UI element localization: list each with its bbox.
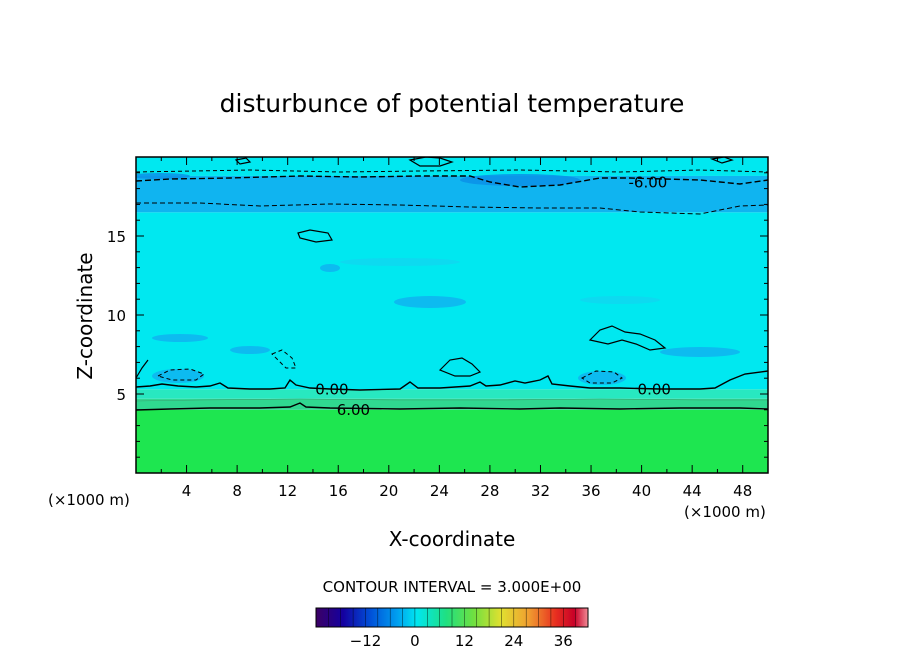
colorbar: −12 0 12 24 36 (315, 607, 589, 650)
contour-zero-cluster-b (438, 357, 482, 377)
contour-six-line (136, 402, 768, 411)
x-tick-label: 48 (733, 482, 752, 500)
x-tick-label: 32 (531, 482, 550, 500)
contour-zero-upper (297, 229, 333, 243)
y-tick-label: 15 (107, 228, 126, 246)
y-tick-label: 10 (107, 307, 126, 325)
field-patches (136, 173, 740, 385)
x-tick-label: 36 (581, 482, 600, 500)
x-axis-title: X-coordinate (389, 527, 516, 551)
contour-label: 0.00 (315, 380, 348, 398)
contour-top-blob-a (408, 157, 454, 167)
contour-neg-top-dashed (136, 202, 768, 215)
colorbar-tick-label: 24 (504, 632, 523, 650)
y-axis-title: Z-coordinate (73, 252, 97, 379)
x-unit-label: (×1000 m) (684, 503, 766, 521)
x-tick-label: 16 (329, 482, 348, 500)
field-band-1 (136, 398, 768, 410)
contour-label: 0.00 (638, 380, 671, 398)
contour-lines (136, 157, 768, 411)
contour-zero-cluster (588, 325, 667, 351)
contour-label: 6.00 (337, 401, 370, 419)
colorbar-tick-label: −12 (350, 632, 382, 650)
x-tick-label: 24 (430, 482, 449, 500)
chart-title: disturbunce of potential temperature (220, 89, 685, 118)
contour-labels: 0.00 6.00 0.00 -6.00 (315, 173, 671, 419)
x-tick-label: 28 (480, 482, 499, 500)
field-band-2 (136, 389, 768, 399)
colorbar-tick-label: 0 (410, 632, 420, 650)
contour-three-line (136, 398, 768, 402)
x-tick-label: 40 (632, 482, 651, 500)
field-band-0 (136, 409, 768, 473)
x-tick-label: 8 (232, 482, 242, 500)
x-tick-label: 4 (182, 482, 192, 500)
plot-area (136, 157, 768, 473)
x-tick-label: 20 (379, 482, 398, 500)
colorbar-ticks: −12 0 12 24 36 (315, 608, 589, 650)
contour-minus-six-line (136, 175, 768, 188)
contour-neg-dashed-c (271, 349, 297, 369)
contour-neg-dashed-b (580, 370, 623, 384)
y-tick-label: 5 (116, 386, 126, 404)
x-tick-label: 12 (278, 482, 297, 500)
colorbar-tick-label: 12 (455, 632, 474, 650)
contour-top-blob-b (234, 157, 252, 165)
contour-label: -6.00 (629, 173, 668, 191)
field-bands (136, 157, 768, 473)
colorbar-tick-label: 36 (554, 632, 573, 650)
x-tick-label: 44 (683, 482, 702, 500)
contour-neg-upper-dashed (136, 169, 768, 173)
field-band-5 (136, 157, 768, 176)
contour-interval-text: CONTOUR INTERVAL = 3.000E+00 (323, 578, 582, 596)
contour-zero-line (136, 370, 768, 391)
contour-edge-left (136, 359, 149, 379)
z-unit-label: (×1000 m) (48, 491, 130, 509)
